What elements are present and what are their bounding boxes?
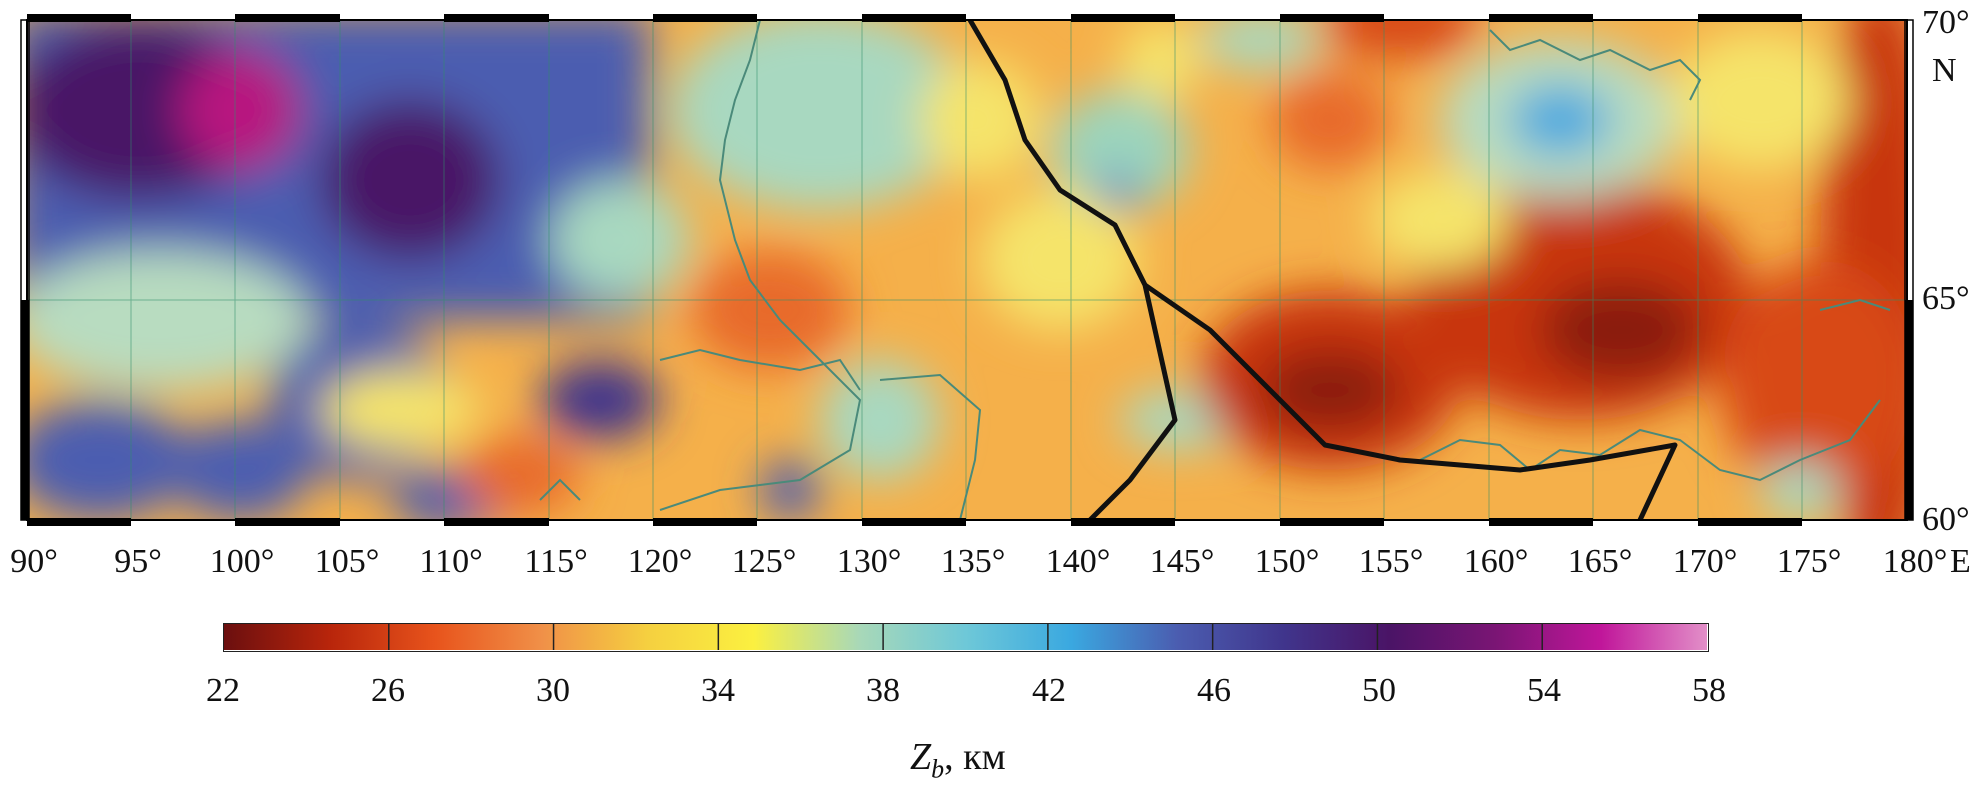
colorbar-tick-46: 46 xyxy=(1197,672,1231,709)
colorbar xyxy=(223,623,1709,652)
lon-label-90: 90° xyxy=(10,543,58,580)
lat-label-70: 70° xyxy=(1922,4,1970,41)
depth-color-grid xyxy=(27,20,1907,520)
lon-label-125: 125° xyxy=(731,543,797,580)
colorbar-tick-50: 50 xyxy=(1362,672,1396,709)
unit-suffix: , км xyxy=(944,736,1006,778)
colorbar-tick-42: 42 xyxy=(1032,672,1066,709)
lon-label-105: 105° xyxy=(314,543,380,580)
lon-label-145: 145° xyxy=(1149,543,1215,580)
colorbar-tick-22: 22 xyxy=(206,672,240,709)
colorbar-tick-30: 30 xyxy=(536,672,570,709)
colorbar-gradient xyxy=(224,624,1707,650)
lon-label-135: 135° xyxy=(940,543,1006,580)
graticule xyxy=(27,20,1907,520)
lon-label-175: 175° xyxy=(1776,543,1842,580)
colorbar-tick-54: 54 xyxy=(1527,672,1561,709)
rivers xyxy=(539,20,982,520)
lon-label-180: 180° xyxy=(1882,543,1948,580)
lon-label-110: 110° xyxy=(419,543,483,580)
lon-label-120: 120° xyxy=(627,543,693,580)
unit-symbol: Z xyxy=(910,736,932,778)
lon-label-140: 140° xyxy=(1045,543,1111,580)
lon-label-130: 130° xyxy=(836,543,902,580)
colorbar-tick-58: 58 xyxy=(1692,672,1726,709)
unit-label: Zb, км xyxy=(910,735,1006,785)
lon-label-100: 100° xyxy=(209,543,275,580)
lon-hemisphere-label: E xyxy=(1950,543,1971,580)
lon-label-115: 115° xyxy=(524,543,588,580)
colorbar-tick-38: 38 xyxy=(866,672,900,709)
tectonic-boundary-line xyxy=(967,20,1678,520)
unit-subscript: b xyxy=(931,754,945,784)
lat-label-65: 65° xyxy=(1922,280,1970,317)
colorbar-tick-34: 34 xyxy=(701,672,735,709)
lon-label-95: 95° xyxy=(114,543,162,580)
lon-label-155: 155° xyxy=(1358,543,1424,580)
colorbar-tick-26: 26 xyxy=(371,672,405,709)
lon-label-170: 170° xyxy=(1672,543,1738,580)
map-border xyxy=(20,14,1914,526)
lon-label-160: 160° xyxy=(1463,543,1529,580)
lon-label-150: 150° xyxy=(1254,543,1320,580)
coastlines xyxy=(1419,29,1891,482)
lat-hemisphere-label: N xyxy=(1932,52,1957,89)
lat-label-60: 60° xyxy=(1922,501,1970,538)
lon-label-165: 165° xyxy=(1567,543,1633,580)
